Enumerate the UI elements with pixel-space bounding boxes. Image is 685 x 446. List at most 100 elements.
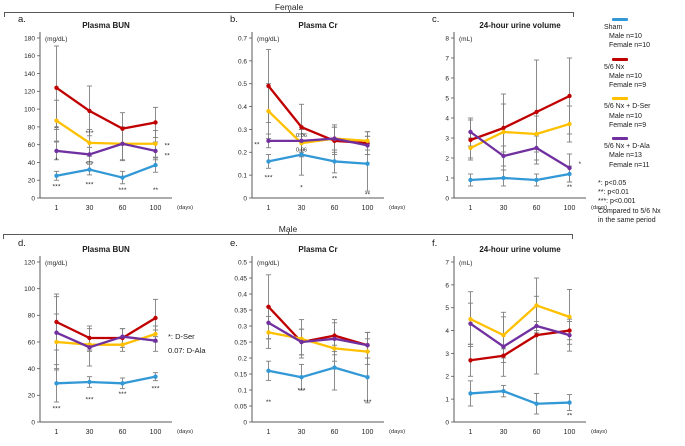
svg-text:(days): (days) xyxy=(389,205,405,211)
panel-d-side-note-line2: 0.07: D-Ala xyxy=(168,346,206,356)
legend-group-name: 5/6 Nx + D-Ala xyxy=(604,143,650,151)
footnote-p05: *: p<0.05 xyxy=(598,179,627,187)
svg-text:24-hour urine volume: 24-hour urine volume xyxy=(479,245,561,254)
svg-text:60: 60 xyxy=(28,339,36,346)
svg-text:d.: d. xyxy=(18,238,26,249)
svg-text:4: 4 xyxy=(445,328,449,335)
svg-text:1: 1 xyxy=(267,429,271,436)
chart-panel-e-plasma-cr-male: e. Plasma Cr (mg/dL) 0 0.05 0.1 0.15 0.2 0.25 0.3… xyxy=(230,238,405,436)
svg-text:***: *** xyxy=(86,130,94,137)
svg-text:60: 60 xyxy=(119,429,127,436)
svg-text:60: 60 xyxy=(533,205,541,212)
female-bracket-line xyxy=(4,10,574,17)
significance-footnotes: *: p<0.05 **: p<0.01 ***: p<0.001 Compar… xyxy=(598,179,684,225)
svg-text:20: 20 xyxy=(28,178,36,185)
svg-text:**: ** xyxy=(153,187,159,194)
legend-group-female-n: Female n=11 xyxy=(609,161,650,169)
svg-text:0.7: 0.7 xyxy=(238,35,247,42)
svg-text:0.4: 0.4 xyxy=(238,291,247,298)
svg-text:7: 7 xyxy=(445,55,449,62)
svg-text:1: 1 xyxy=(469,205,473,212)
chart-panel-c-urine-volume-female: c. 24-hour urine volume (mL) 0 1 2 3 4 5 6 7 8 1 30 60… xyxy=(432,14,607,212)
svg-text:1: 1 xyxy=(445,397,449,404)
legend-group-name: Sham xyxy=(604,24,623,31)
svg-text:5: 5 xyxy=(445,305,449,312)
svg-text:30: 30 xyxy=(298,205,306,212)
svg-text:***: *** xyxy=(86,396,94,403)
svg-text:**: ** xyxy=(567,184,573,191)
svg-text:***: *** xyxy=(53,183,61,190)
svg-text:30: 30 xyxy=(500,429,508,436)
svg-text:***: *** xyxy=(265,174,273,181)
nx-dser-line-swatch xyxy=(612,97,628,101)
svg-text:0.15: 0.15 xyxy=(234,371,247,378)
svg-text:0.5: 0.5 xyxy=(238,81,247,88)
svg-text:80: 80 xyxy=(28,124,36,131)
svg-text:6: 6 xyxy=(445,75,449,82)
svg-text:20: 20 xyxy=(28,393,36,400)
svg-text:3: 3 xyxy=(445,135,449,142)
svg-text:c.: c. xyxy=(432,14,439,25)
svg-text:0.3: 0.3 xyxy=(238,323,247,330)
svg-text:60: 60 xyxy=(28,142,36,149)
svg-text:140: 140 xyxy=(24,71,35,78)
svg-text:100: 100 xyxy=(564,429,576,436)
svg-text:60: 60 xyxy=(533,429,541,436)
footnote-compared: Compared to 5/6 Nx xyxy=(598,207,661,215)
svg-text:100: 100 xyxy=(150,205,162,212)
svg-text:(mg/dL): (mg/dL) xyxy=(257,260,279,267)
svg-text:**: ** xyxy=(165,152,171,159)
panel-d-side-note-line1: *: D-Ser xyxy=(168,332,195,341)
svg-text:(days): (days) xyxy=(177,429,193,435)
svg-text:***: *** xyxy=(53,406,61,413)
svg-text:Plasma Cr: Plasma Cr xyxy=(298,21,337,30)
svg-text:40: 40 xyxy=(28,160,36,167)
svg-text:1: 1 xyxy=(445,175,449,182)
female-bracket-nub xyxy=(289,10,290,13)
svg-text:(mL): (mL) xyxy=(459,260,472,267)
legend-group-sham: Sham Male n=10 Female n=10 xyxy=(598,18,684,51)
svg-text:***: *** xyxy=(86,182,94,189)
panel-d-side-note: *: D-Ser 0.07: D-Ala xyxy=(168,330,206,359)
svg-text:*: * xyxy=(300,185,303,192)
svg-text:0.4: 0.4 xyxy=(238,104,247,111)
female-group-label: Female xyxy=(274,2,304,12)
svg-text:100: 100 xyxy=(362,429,374,436)
legend-group-female-n: Female n=9 xyxy=(609,82,647,90)
svg-text:f.: f. xyxy=(432,238,437,249)
svg-text:30: 30 xyxy=(298,429,306,436)
male-group-label: Male xyxy=(278,224,298,234)
svg-text:0: 0 xyxy=(445,419,449,426)
svg-text:***: *** xyxy=(119,391,127,398)
svg-text:0.1: 0.1 xyxy=(238,387,247,394)
svg-text:(days): (days) xyxy=(591,205,607,211)
female-group-bracket: Female xyxy=(4,2,574,17)
svg-text:1: 1 xyxy=(267,205,271,212)
male-bracket-line xyxy=(3,232,573,239)
legend-group-male-n: Male n=10 xyxy=(609,72,642,80)
svg-text:(days): (days) xyxy=(591,429,607,435)
svg-text:0.06: 0.06 xyxy=(296,147,307,153)
svg-text:***: *** xyxy=(119,187,127,194)
legend-group-male-n: Male n=10 xyxy=(609,33,642,41)
svg-text:30: 30 xyxy=(86,429,94,436)
svg-text:7: 7 xyxy=(445,259,449,266)
svg-text:(mg/dL): (mg/dL) xyxy=(257,36,279,43)
svg-text:120: 120 xyxy=(24,89,35,96)
chart-panel-a-plasma-bun-female: a.Plasma BUN(mg/dL)020406080100120140160… xyxy=(18,14,193,212)
svg-text:2: 2 xyxy=(445,155,449,162)
svg-text:60: 60 xyxy=(119,205,127,212)
svg-text:180: 180 xyxy=(24,35,35,42)
svg-text:60: 60 xyxy=(331,429,339,436)
svg-text:**: ** xyxy=(332,176,338,183)
svg-text:(mL): (mL) xyxy=(459,36,472,43)
svg-text:a.: a. xyxy=(18,14,26,25)
svg-text:0.1: 0.1 xyxy=(238,173,247,180)
svg-text:0.6: 0.6 xyxy=(238,58,247,65)
svg-text:160: 160 xyxy=(24,53,35,60)
legend-group-nx: 5/6 Nx Male n=10 Female n=9 xyxy=(598,57,684,91)
svg-text:60: 60 xyxy=(331,205,339,212)
svg-text:0.2: 0.2 xyxy=(238,150,247,157)
svg-text:**: ** xyxy=(266,399,272,406)
